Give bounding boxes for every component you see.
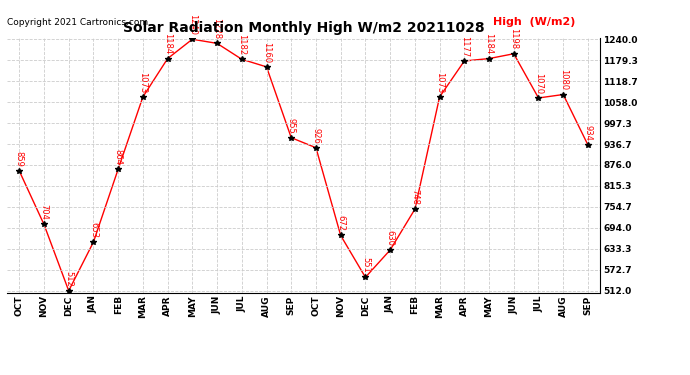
Title: Solar Radiation Monthly High W/m2 20211028: Solar Radiation Monthly High W/m2 202110…: [123, 21, 484, 35]
Text: High  (W/m2): High (W/m2): [493, 17, 576, 27]
Text: 1073: 1073: [139, 72, 148, 93]
Text: 704: 704: [39, 204, 48, 220]
Text: 1080: 1080: [559, 69, 568, 90]
Text: 955: 955: [287, 118, 296, 134]
Text: 859: 859: [14, 151, 23, 167]
Text: 1177: 1177: [460, 36, 469, 57]
Text: 864: 864: [114, 149, 123, 165]
Text: 926: 926: [311, 128, 320, 144]
Text: 1073: 1073: [435, 72, 444, 93]
Text: 1184: 1184: [484, 33, 493, 54]
Text: 748: 748: [411, 189, 420, 205]
Text: 551: 551: [361, 257, 370, 273]
Text: 1070: 1070: [534, 73, 543, 94]
Text: 630: 630: [386, 230, 395, 246]
Text: 1160: 1160: [262, 42, 271, 63]
Text: 1228: 1228: [213, 18, 221, 39]
Text: 1198: 1198: [509, 28, 518, 50]
Text: 1182: 1182: [237, 34, 246, 55]
Text: 1240: 1240: [188, 14, 197, 35]
Text: Copyright 2021 Cartronics.com: Copyright 2021 Cartronics.com: [7, 18, 148, 27]
Text: 512: 512: [64, 271, 73, 286]
Text: 934: 934: [584, 125, 593, 141]
Text: 653: 653: [89, 222, 98, 238]
Text: 672: 672: [336, 215, 345, 231]
Text: 1184: 1184: [163, 33, 172, 54]
